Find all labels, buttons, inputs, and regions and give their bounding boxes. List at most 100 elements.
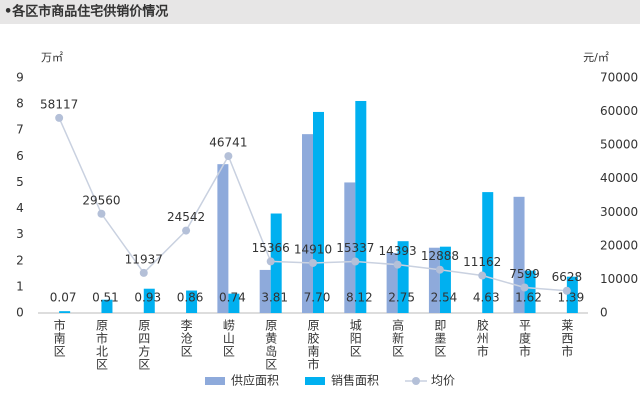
- value-label: 0.51: [92, 291, 119, 305]
- bar: [313, 111, 324, 313]
- bar: [59, 311, 71, 313]
- x-tick-label: 原黄岛区: [264, 319, 278, 371]
- y-tick-label: 4: [16, 201, 24, 215]
- bar: [566, 276, 578, 313]
- bar: [386, 252, 398, 313]
- legend-label: 销售面积: [331, 373, 379, 388]
- y-axis-unit: 万㎡: [41, 51, 63, 64]
- bar: [439, 246, 451, 313]
- value-label: 0.74: [219, 291, 246, 305]
- y-tick-label: 1: [16, 279, 24, 293]
- value-label: 4.63: [473, 291, 500, 305]
- value-label: 15366: [252, 241, 290, 255]
- bar: [228, 293, 240, 313]
- value-label: 8.12: [346, 291, 373, 305]
- y2-tick-label: 30000: [600, 205, 638, 219]
- y-tick-label: 8: [16, 97, 24, 111]
- value-label: 0.86: [177, 291, 204, 305]
- point: [351, 257, 360, 266]
- value-label: 14910: [294, 242, 332, 256]
- x-tick-label: 崂山区: [221, 319, 235, 358]
- point: [182, 226, 191, 235]
- y2-tick-label: 20000: [600, 238, 638, 252]
- bar: [270, 213, 282, 313]
- bar: [344, 182, 356, 313]
- point: [562, 286, 571, 295]
- bar: [101, 299, 113, 313]
- value-label: 1.62: [515, 291, 542, 305]
- y2-tick-label: 10000: [600, 272, 638, 286]
- value-label: 6628: [552, 270, 583, 284]
- value-label: 1.39: [557, 291, 584, 305]
- value-label: 11937: [125, 252, 163, 266]
- value-label: 0.07: [50, 291, 77, 305]
- bar: [186, 290, 198, 313]
- x-tick-label: 原胶南市: [306, 319, 320, 371]
- point: [435, 265, 444, 274]
- value-label: 0.93: [134, 291, 161, 305]
- legend-label: 均价: [431, 374, 455, 388]
- value-label: 58117: [40, 97, 78, 111]
- legend-label: 供应面积: [231, 373, 279, 388]
- y2-tick-label: 40000: [600, 171, 638, 185]
- y2-tick-label: 60000: [600, 104, 638, 118]
- y-tick-label: 6: [16, 149, 24, 163]
- bar: [428, 247, 440, 313]
- y-tick-label: 7: [16, 123, 24, 137]
- value-label: 24542: [167, 210, 205, 224]
- chart-title: •各区市商品住宅供销价情况: [4, 4, 168, 20]
- y2-tick-label: 0: [600, 306, 608, 320]
- point: [478, 271, 487, 280]
- y-tick-label: 2: [16, 253, 24, 267]
- x-tick-label: 原市北区: [94, 319, 108, 371]
- legend-swatch: [305, 377, 325, 385]
- value-label: 14393: [379, 244, 417, 258]
- value-label: 11162: [463, 255, 501, 269]
- point: [309, 258, 317, 267]
- x-tick-label: 李沧区: [179, 318, 193, 358]
- bar: [302, 134, 313, 313]
- x-tick-label: 平度市: [518, 319, 532, 358]
- bar: [355, 100, 367, 313]
- point: [139, 268, 148, 277]
- bar: [143, 288, 155, 313]
- bar: [397, 241, 409, 313]
- x-tick-label: 莱西市: [560, 319, 574, 358]
- point: [55, 113, 64, 122]
- x-tick-label: 市南区: [52, 318, 66, 358]
- bar: [513, 196, 525, 313]
- legend-swatch: [205, 377, 225, 385]
- bar: [259, 269, 271, 313]
- value-label: 7599: [509, 267, 540, 281]
- bar: [482, 192, 494, 313]
- value-label: 3.81: [261, 291, 288, 305]
- point: [393, 260, 402, 269]
- value-label: 15337: [336, 241, 374, 255]
- point: [224, 152, 233, 161]
- bar: [524, 270, 536, 313]
- x-tick-label: 胶州市: [475, 318, 489, 358]
- value-label: 12888: [421, 249, 459, 263]
- y-tick-label: 0: [16, 306, 24, 320]
- point: [97, 209, 106, 218]
- value-label: 7.70: [304, 291, 331, 305]
- legend-swatch: [412, 377, 420, 385]
- y-tick-label: 3: [16, 227, 24, 241]
- x-tick-label: 城阳区: [348, 319, 362, 358]
- title-bar: [0, 0, 640, 24]
- x-tick-label: 即墨区: [433, 319, 447, 358]
- y-tick-label: 5: [16, 175, 24, 189]
- point: [520, 283, 529, 292]
- y2-tick-label: 70000: [600, 71, 638, 85]
- value-label: 46741: [209, 136, 247, 150]
- value-label: 2.54: [431, 291, 458, 305]
- value-label: 29560: [82, 193, 120, 207]
- value-label: 2.75: [388, 291, 415, 305]
- y-tick-label: 9: [16, 71, 24, 85]
- x-tick-label: 原四方区: [137, 319, 151, 371]
- y2-tick-label: 50000: [600, 138, 638, 152]
- point: [266, 257, 275, 266]
- y2-axis-unit: 元/㎡: [583, 51, 609, 64]
- x-tick-label: 高新区: [391, 318, 405, 358]
